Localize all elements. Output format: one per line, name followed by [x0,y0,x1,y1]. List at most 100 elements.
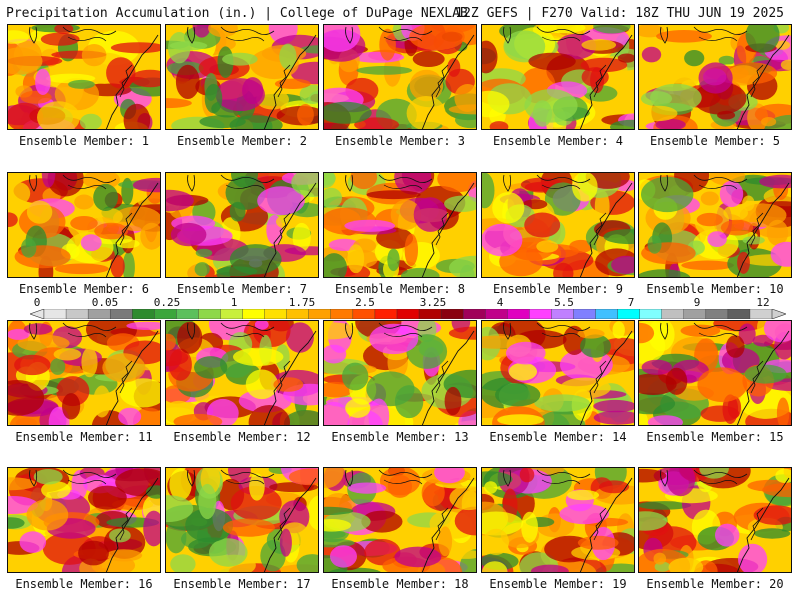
precip-field [166,173,318,277]
colorbar-segment [749,309,773,319]
colorbar-segment [551,309,575,319]
colorbar-tick-label: 4 [496,296,504,309]
precip-field [8,468,160,572]
member-label-3: Ensemble Member: 3 [334,134,466,148]
ensemble-panel-3 [323,24,477,130]
colorbar-segment [286,309,310,319]
colorbar-segment [374,309,398,319]
precip-field [482,468,634,572]
colorbar-tick-label: 1.75 [288,296,316,309]
precip-field [482,321,634,425]
member-label-17: Ensemble Member: 17 [173,577,311,591]
precip-field [639,321,791,425]
colorbar-segment [242,309,266,319]
ensemble-panel-13 [323,320,477,426]
colorbar-tick-label: 2.5 [355,296,375,309]
precip-field [639,173,791,277]
colorbar-segment [109,309,133,319]
member-label-15: Ensemble Member: 15 [646,430,784,444]
colorbar-segment [176,309,200,319]
colorbar-segment [43,309,67,319]
colorbar-segment [595,309,619,319]
member-label-10: Ensemble Member: 10 [646,282,784,296]
ensemble-panel-20 [638,467,792,573]
precip-field [482,25,634,129]
member-label-6: Ensemble Member: 6 [18,282,150,296]
ensemble-panel-2 [165,24,319,130]
colorbar-left-arrow [30,309,45,319]
member-label-5: Ensemble Member: 5 [649,134,781,148]
colorbar-right-arrow [771,309,786,319]
precip-field [166,25,318,129]
ensemble-panel-8 [323,172,477,278]
ensemble-panel-12 [165,320,319,426]
precip-field [324,321,476,425]
colorbar-segment [462,309,486,319]
colorbar-segment [330,309,354,319]
colorbar-segment [352,309,376,319]
member-label-11: Ensemble Member: 11 [15,430,153,444]
ensemble-panel-19 [481,467,635,573]
ensemble-panel-11 [7,320,161,426]
ensemble-panel-9 [481,172,635,278]
colorbar-labels: 0 0.05 0.25 1 1.75 2.5 3.25 4 5.5 7 9 12 [0,296,800,309]
member-label-4: Ensemble Member: 4 [492,134,624,148]
precip-field [166,468,318,572]
colorbar-tick-label: 1 [230,296,238,309]
colorbar-tick-label: 5.5 [554,296,574,309]
member-label-12: Ensemble Member: 12 [173,430,311,444]
precip-field [324,25,476,129]
member-label-1: Ensemble Member: 1 [18,134,150,148]
colorbar-tick-label: 9 [693,296,701,309]
member-label-8: Ensemble Member: 8 [334,282,466,296]
colorbar [30,309,786,319]
colorbar-segment [683,309,707,319]
colorbar-tick-label: 0.05 [91,296,119,309]
colorbar-segment [639,309,663,319]
colorbar-segment [617,309,641,319]
precip-field [639,25,791,129]
colorbar-segment [220,309,244,319]
colorbar-tick-label: 7 [627,296,635,309]
ensemble-panel-7 [165,172,319,278]
colorbar-segment [308,309,332,319]
colorbar-segment [507,309,531,319]
member-label-20: Ensemble Member: 20 [646,577,784,591]
colorbar-tick-label: 0.25 [153,296,181,309]
colorbar-segment [132,309,155,319]
colorbar-tick-label: 12 [756,296,770,309]
colorbar-tick-label: 3.25 [419,296,447,309]
member-label-7: Ensemble Member: 7 [176,282,308,296]
colorbar-segment [727,309,751,319]
colorbar-segment [154,309,178,319]
colorbar-segment [396,309,420,319]
precip-field [8,321,160,425]
precip-field [482,173,634,277]
colorbar-tick-label: 0 [33,296,41,309]
colorbar-segment [440,309,464,319]
colorbar-segment [661,309,685,319]
precip-field [324,468,476,572]
ensemble-panel-16 [7,467,161,573]
precip-field [166,321,318,425]
colorbar-segment [485,309,508,319]
member-label-2: Ensemble Member: 2 [176,134,308,148]
precip-field [8,173,160,277]
member-label-19: Ensemble Member: 19 [489,577,627,591]
colorbar-segment [529,309,553,319]
colorbar-segment [573,309,597,319]
model-run-label: 12Z GEFS | F270 Valid: 18Z THU JUN 19 20… [455,6,784,21]
ensemble-panel-5 [638,24,792,130]
ensemble-panel-4 [481,24,635,130]
map-title: Precipitation Accumulation (in.) | Colle… [6,6,468,21]
precip-field [324,173,476,277]
colorbar-segment [65,309,89,319]
ensemble-panel-6 [7,172,161,278]
ensemble-panel-15 [638,320,792,426]
colorbar-segment [87,309,111,319]
colorbar-segment [705,309,729,319]
member-label-18: Ensemble Member: 18 [331,577,469,591]
colorbar-segment [198,309,222,319]
ensemble-panel-17 [165,467,319,573]
precip-field [8,25,160,129]
